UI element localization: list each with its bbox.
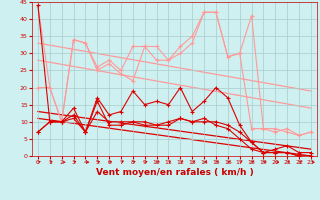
- X-axis label: Vent moyen/en rafales ( km/h ): Vent moyen/en rafales ( km/h ): [96, 168, 253, 177]
